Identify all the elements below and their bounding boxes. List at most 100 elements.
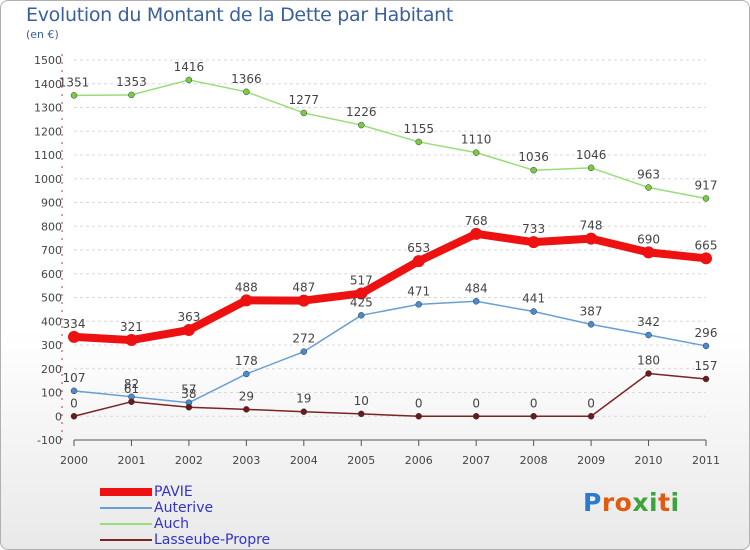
data-point	[587, 321, 595, 328]
data-point	[300, 408, 308, 415]
data-label: 1110	[461, 133, 492, 147]
y-tick-label: 300	[41, 339, 62, 352]
data-point	[472, 413, 480, 420]
x-tick-label: 2007	[462, 454, 490, 467]
data-point	[472, 298, 480, 305]
data-point	[415, 138, 422, 146]
y-tick-label: 1100	[34, 149, 62, 162]
chart-subtitle: (en €)	[26, 28, 59, 41]
data-point	[185, 403, 193, 411]
chart-legend: PAVIE Auterive Auch Lasseube-Propre	[100, 484, 320, 548]
data-label: 157	[695, 359, 718, 373]
data-point	[642, 246, 655, 259]
legend-item: Lasseube-Propre	[100, 532, 320, 548]
x-tick-label: 2011	[692, 454, 720, 467]
legend-swatch	[100, 539, 152, 541]
data-point	[412, 255, 425, 268]
data-label: 653	[407, 241, 430, 255]
data-point	[530, 308, 537, 315]
data-point	[243, 88, 250, 96]
y-tick-label: 0	[55, 410, 62, 423]
data-point	[585, 232, 598, 245]
data-label: 1416	[174, 60, 205, 74]
data-label: 690	[637, 232, 660, 246]
y-tick-label: 400	[41, 315, 62, 328]
data-label: 425	[350, 295, 373, 309]
legend-label: Auch	[154, 516, 190, 532]
data-label: 107	[63, 371, 86, 385]
data-label: 1155	[403, 122, 434, 136]
x-tick-label: 2002	[175, 454, 203, 467]
legend-swatch	[100, 488, 152, 496]
logo-letter: t	[658, 488, 671, 517]
data-label: 10	[354, 394, 369, 408]
chart-title: Evolution du Montant de la Dette par Hab…	[26, 4, 454, 26]
data-point	[645, 370, 652, 377]
data-point	[527, 236, 540, 249]
data-point	[128, 91, 135, 99]
logo-letter: x	[632, 488, 649, 517]
data-label: 342	[637, 315, 660, 329]
data-label: 963	[637, 168, 660, 182]
legend-item: Auterive	[100, 500, 320, 516]
data-label: 917	[695, 178, 718, 192]
y-tick-label: 700	[41, 244, 62, 257]
data-label: 1353	[116, 75, 147, 89]
data-point	[700, 252, 712, 265]
data-point	[70, 413, 78, 420]
data-label: 334	[63, 317, 86, 331]
series-line-auterive	[73, 300, 707, 404]
data-point	[185, 76, 193, 84]
data-label: 1366	[231, 72, 262, 86]
data-point	[470, 227, 483, 240]
data-point	[702, 375, 710, 383]
data-point	[300, 348, 308, 355]
x-tick-label: 2009	[577, 454, 605, 467]
data-label: 1046	[576, 148, 607, 162]
y-tick-label: 800	[41, 220, 62, 233]
y-tick-label: -100	[37, 434, 62, 447]
data-label: 748	[580, 219, 603, 233]
data-point	[358, 410, 365, 418]
data-point	[645, 184, 652, 191]
data-label: 471	[407, 284, 430, 298]
data-label: 363	[177, 310, 200, 324]
y-tick-label: 1300	[34, 102, 62, 115]
data-label: 38	[181, 387, 196, 401]
data-point	[243, 370, 250, 378]
y-tick-label: 900	[41, 197, 62, 210]
data-point	[70, 92, 78, 99]
legend-label: PAVIE	[154, 484, 193, 500]
data-point	[702, 342, 710, 350]
data-label: 0	[472, 396, 480, 410]
data-label: 0	[530, 396, 538, 410]
data-point	[182, 324, 195, 337]
y-tick-label: 1200	[34, 125, 62, 138]
y-tick-label: 1500	[34, 54, 62, 67]
data-label: 0	[415, 396, 423, 410]
legend-swatch	[100, 507, 152, 509]
data-label: 178	[235, 354, 258, 368]
y-tick-label: 600	[41, 268, 62, 281]
data-label: 768	[465, 214, 488, 228]
data-point	[355, 287, 368, 300]
data-label: 57	[181, 383, 196, 397]
legend-label: Auterive	[154, 500, 214, 516]
x-tick-label: 2010	[635, 454, 663, 467]
x-tick-label: 2005	[347, 454, 375, 467]
data-point	[125, 334, 138, 347]
data-label: 487	[292, 281, 315, 295]
proxiti-logo: Proxiti	[583, 488, 680, 517]
data-label: 665	[695, 238, 718, 252]
y-tick-label: 500	[41, 292, 62, 305]
logo-letter: r	[601, 488, 615, 517]
x-tick-label: 2004	[290, 454, 318, 467]
data-point	[70, 387, 78, 395]
legend-label: Lasseube-Propre	[154, 532, 271, 548]
data-label: 1351	[59, 75, 90, 89]
data-point	[358, 121, 365, 129]
data-point	[128, 398, 135, 406]
logo-letter: i	[649, 488, 659, 517]
data-point	[297, 294, 310, 307]
